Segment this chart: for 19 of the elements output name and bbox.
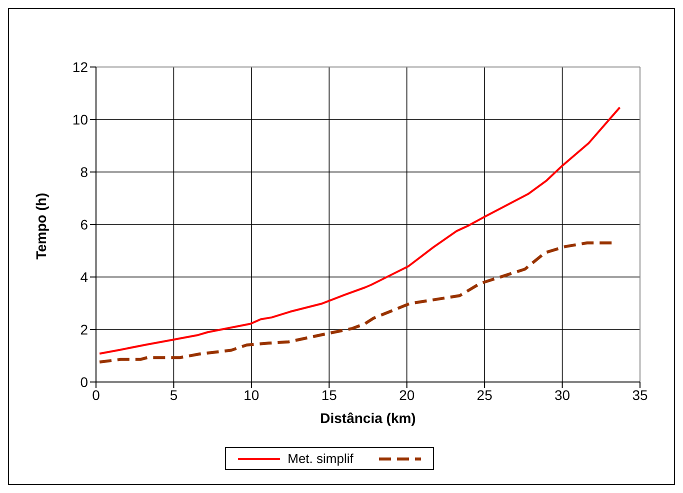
x-tick-label: 10 <box>244 386 260 403</box>
x-tick-label: 5 <box>170 386 178 403</box>
y-tick-label: 12 <box>72 58 88 75</box>
y-tick-label: 4 <box>80 268 88 285</box>
y-axis-title: Tempo (h) <box>32 192 49 260</box>
x-axis-title: Distância (km) <box>320 410 416 426</box>
x-tick-label: 35 <box>632 386 648 403</box>
x-tick-label: 15 <box>321 386 338 403</box>
y-tick-label: 10 <box>72 111 88 128</box>
y-tick-label: 8 <box>80 164 88 180</box>
x-tick-label: 25 <box>476 386 493 403</box>
x-tick-label: 0 <box>92 386 100 403</box>
x-tick-label: 20 <box>399 386 415 403</box>
y-tick-label: 0 <box>80 374 88 390</box>
x-tick-label: 30 <box>554 386 570 403</box>
legend-label: Met. simplif <box>288 451 354 466</box>
y-tick-label: 6 <box>80 216 88 232</box>
line-series <box>98 106 621 355</box>
y-tick-label: 2 <box>80 321 88 338</box>
